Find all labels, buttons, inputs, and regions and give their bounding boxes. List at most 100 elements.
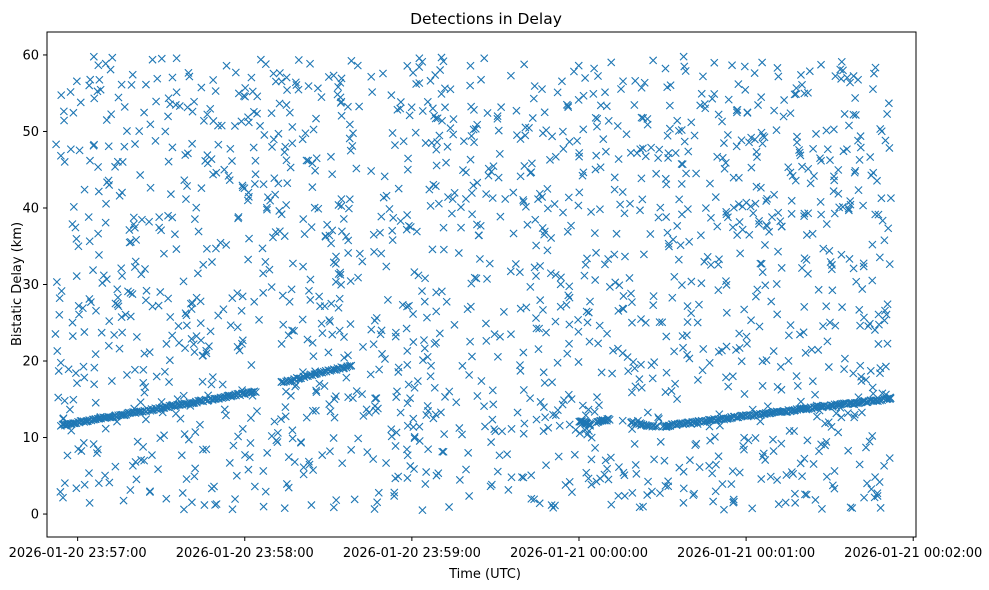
noise-detection-point [457,223,466,232]
noise-detection-point [592,248,601,257]
noise-detection-point [187,334,196,343]
noise-detection-point [199,116,208,125]
noise-detection-point [626,199,635,208]
noise-detection-point [532,324,541,333]
noise-detection-point [868,240,877,249]
noise-detection-point [130,365,139,374]
noise-detection-point [765,227,774,236]
noise-detection-point [53,346,62,355]
noise-detection-point [844,204,853,213]
noise-detection-point [579,168,588,177]
noise-detection-point [324,73,333,81]
noise-detection-point [363,448,372,457]
noise-detection-point [462,465,471,474]
y-tick-label: 60 [22,48,39,63]
noise-detection-point [519,386,528,395]
noise-detection-point [160,431,169,440]
noise-detection-point [403,302,411,311]
noise-detection-point [376,330,385,339]
noise-detection-point [536,261,545,270]
noise-detection-point [851,110,860,119]
noise-detection-point [675,463,684,472]
noise-detection-point [426,76,435,85]
noise-detection-point [188,107,197,116]
noise-detection-point [551,270,560,279]
noise-detection-point [290,326,299,335]
track-detection-point [585,420,594,429]
noise-detection-point [337,111,346,120]
noise-detection-point [567,488,576,497]
noise-detection-point [596,163,605,172]
noise-detection-point [483,274,492,283]
noise-detection-point [540,230,549,239]
noise-detection-point [200,501,209,510]
noise-detection-point [234,432,243,441]
noise-detection-point [54,366,63,375]
noise-detection-point [627,388,636,397]
noise-detection-point [590,64,599,73]
noise-detection-point [172,245,181,254]
noise-detection-point [740,445,748,454]
track-detection-point [118,410,127,419]
noise-detection-point [439,447,448,456]
noise-detection-point [763,222,772,231]
noise-detection-point [279,320,288,329]
noise-detection-point [324,348,333,357]
noise-detection-point [798,162,807,171]
noise-detection-point [207,258,216,267]
noise-detection-point [326,407,335,416]
noise-detection-point [757,475,766,484]
noise-detection-point [661,388,670,397]
noise-detection-point [839,66,847,75]
noise-detection-point [282,479,291,488]
noise-detection-point [292,81,301,89]
noise-detection-point [388,236,397,245]
noise-detection-point [767,213,776,222]
noise-detection-point [349,129,357,138]
noise-detection-point [709,497,718,506]
noise-detection-point [481,319,490,328]
noise-detection-point [60,157,69,166]
noise-detection-point [631,76,640,85]
noise-detection-point [661,64,670,73]
noise-detection-point [753,285,762,294]
noise-detection-point [60,116,69,125]
noise-detection-point [637,83,646,92]
noise-detection-point [732,108,741,117]
noise-detection-point [282,156,291,165]
noise-detection-point [146,120,155,129]
noise-detection-point [773,63,782,72]
noise-detection-point [871,210,880,219]
noise-detection-point [735,468,744,477]
noise-detection-point [336,270,345,279]
noise-detection-point [118,328,127,337]
noise-detection-point [527,168,536,177]
noise-detection-point [304,286,313,295]
noise-detection-point [437,89,446,98]
noise-detection-point [662,332,671,341]
noise-detection-point [776,362,785,371]
noise-detection-point [757,128,766,137]
noise-detection-point [117,313,126,322]
noise-detection-point [410,383,419,392]
noise-detection-point [883,110,892,119]
noise-detection-point [338,459,347,468]
noise-detection-point [516,366,525,375]
noise-detection-point [126,312,135,321]
noise-detection-point [662,180,671,189]
noise-detection-point [690,489,699,498]
noise-detection-point [74,242,83,251]
noise-detection-point [281,403,290,412]
noise-detection-point [274,129,283,138]
noise-detection-point [687,309,696,318]
noise-detection-point [681,67,690,75]
noise-detection-point [367,325,376,334]
noise-detection-point [487,438,496,447]
noise-detection-point [683,302,692,311]
noise-detection-point [858,285,867,294]
noise-detection-point [751,292,760,301]
noise-detection-point [402,445,411,454]
noise-detection-point [802,231,811,240]
noise-detection-point [749,209,758,218]
noise-detection-point [498,427,507,436]
